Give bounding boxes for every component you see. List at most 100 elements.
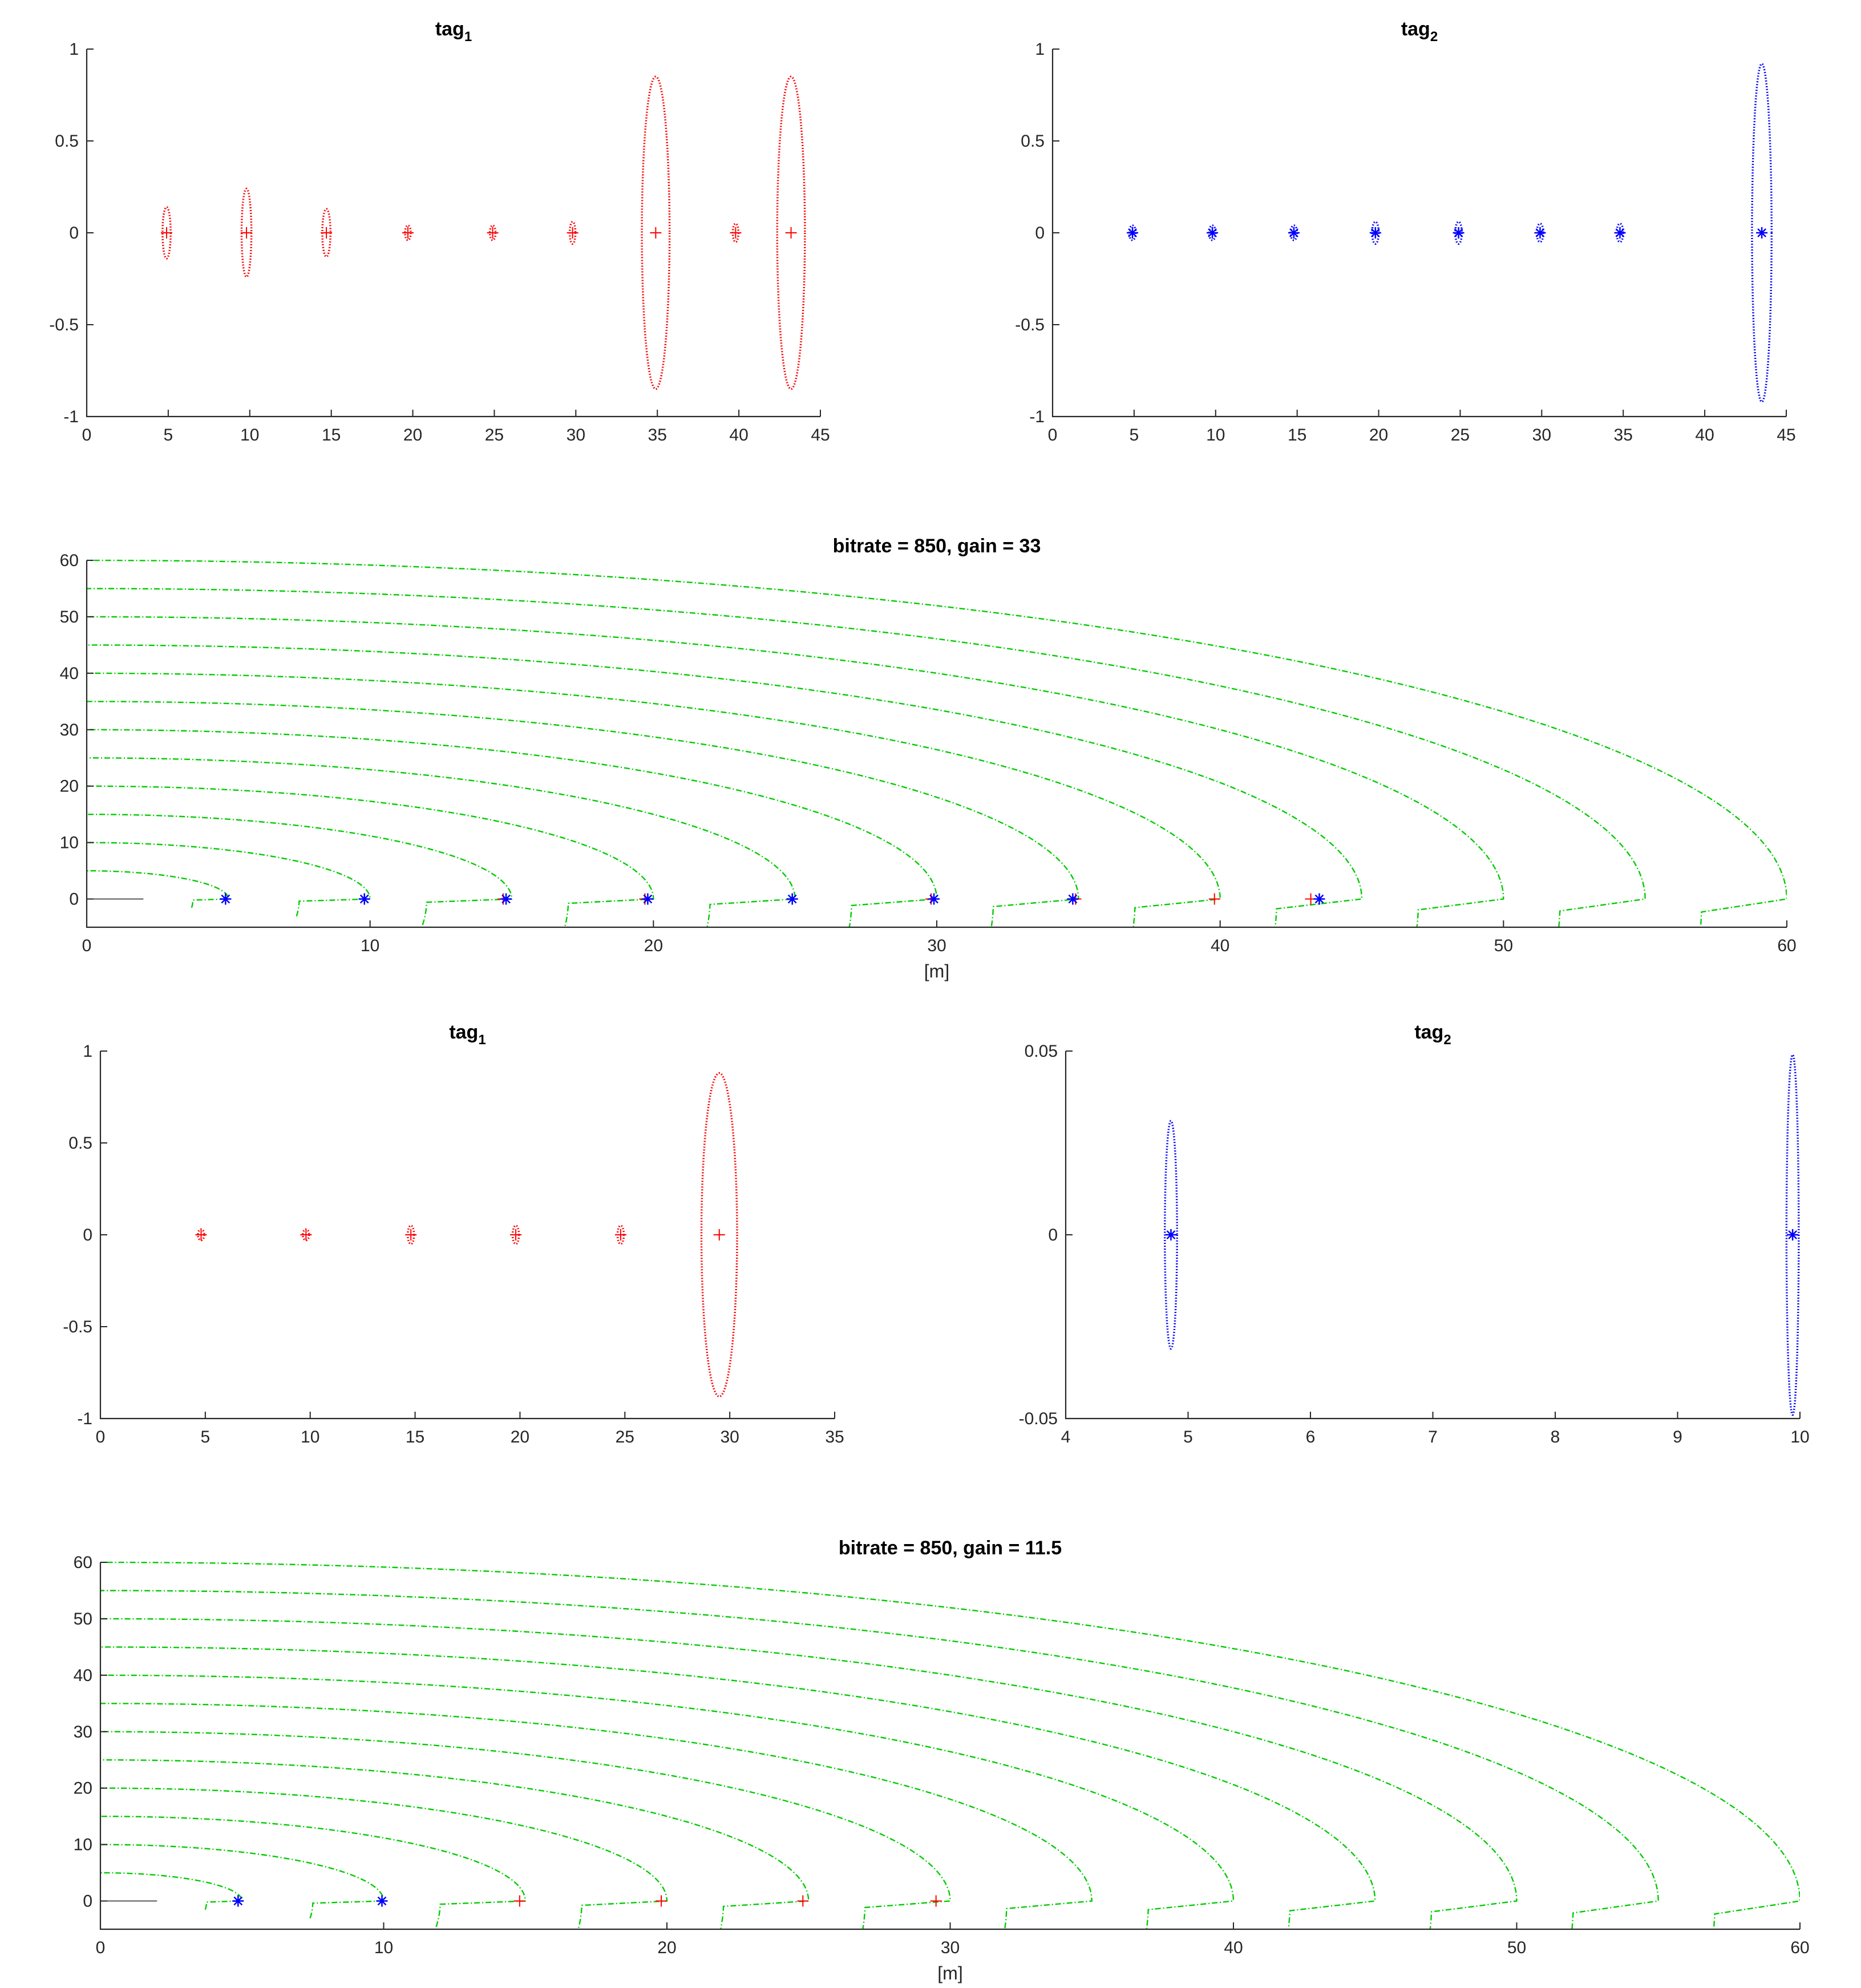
range-contour-5m	[100, 1872, 243, 1910]
y-tick-label: -0.05	[1019, 1409, 1058, 1428]
marker-star-7	[1614, 227, 1626, 239]
chart-title: bitrate = 850, gain = 33	[833, 535, 1041, 557]
y-tick-label: 60	[74, 1553, 92, 1572]
x-tick-label: 20	[403, 426, 422, 445]
x-tick-label: 60	[1790, 1938, 1809, 1957]
x-axis-label: [m]	[924, 961, 949, 981]
y-tick-label: -0.5	[63, 1318, 92, 1336]
chart-title-subscript: 2	[1443, 1032, 1451, 1048]
marker-star-7	[1067, 893, 1079, 905]
marker-star-5	[786, 893, 798, 905]
range-contour-10m	[87, 842, 371, 917]
y-tick-label: 50	[60, 608, 79, 627]
x-tick-label: 35	[648, 426, 667, 445]
marker-plus-3	[797, 1895, 809, 1907]
marker-plus-2	[241, 227, 253, 239]
x-tick-label: 40	[1224, 1938, 1243, 1957]
range-contour-15m	[87, 813, 513, 926]
x-tick-label: 15	[322, 426, 341, 445]
x-tick-label: 25	[616, 1428, 634, 1446]
x-tick-label: 15	[1288, 426, 1306, 445]
chart-title: tag1	[435, 18, 472, 45]
marker-star-4	[642, 893, 654, 905]
x-tick-label: 10	[361, 936, 379, 955]
chart-title-subscript: 1	[464, 29, 472, 45]
range-contour-35m	[87, 701, 1079, 927]
marker-star-2	[358, 893, 370, 905]
y-tick-label: 1	[1035, 40, 1045, 59]
y-tick-label: 0.5	[68, 1134, 92, 1153]
marker-plus-7	[650, 227, 662, 239]
marker-star-5	[1453, 227, 1464, 239]
y-tick-label: 0	[1035, 224, 1045, 243]
range-contour-55m	[87, 588, 1646, 927]
marker-plus-1	[161, 227, 173, 239]
range-contour-25m	[100, 1759, 810, 1929]
x-tick-label: 7	[1428, 1428, 1438, 1446]
x-tick-label: 0	[96, 1428, 106, 1446]
x-tick-label: 8	[1551, 1428, 1560, 1446]
x-tick-label: 10	[240, 426, 259, 445]
plot-area	[1127, 63, 1773, 403]
marker-plus-3	[321, 227, 333, 239]
marker-plus-6	[713, 1229, 725, 1241]
chart-title-text: tag	[435, 18, 464, 40]
x-tick-label: 5	[1130, 426, 1139, 445]
y-tick-label: -1	[77, 1409, 92, 1428]
chart-title-text: tag	[1401, 18, 1430, 40]
x-tick-label: 35	[1614, 426, 1633, 445]
marker-star-6	[928, 893, 940, 905]
range-contour-10m	[100, 1844, 385, 1919]
marker-star-1	[1127, 227, 1139, 239]
chart-title: tag2	[1401, 18, 1438, 45]
axes-frame	[86, 49, 820, 418]
marker-plus-8	[1208, 893, 1220, 905]
marker-plus-2	[656, 1895, 667, 1907]
x-tick-label: 20	[657, 1938, 676, 1957]
x-tick-label: 35	[825, 1428, 844, 1446]
x-tick-label: 5	[1183, 1428, 1193, 1446]
y-tick-label: -1	[1029, 407, 1045, 426]
x-tick-label: 25	[485, 426, 504, 445]
x-tick-label: 15	[406, 1428, 424, 1446]
range-contour-30m	[100, 1731, 951, 1929]
y-tick-label: 0	[83, 1226, 92, 1244]
y-tick-label: 0.05	[1025, 1042, 1058, 1061]
x-tick-label: 10	[374, 1938, 393, 1957]
marker-star-3	[500, 893, 512, 905]
chart-title: bitrate = 850, gain = 11.5	[839, 1537, 1062, 1559]
x-tick-label: 30	[1532, 426, 1551, 445]
marker-star-2	[376, 1895, 388, 1907]
panel-contours-gain-33: bitrate = 850, gain = 33 0 10 20 30 40 50 60 0 10…	[60, 535, 1797, 981]
axes-frame	[86, 560, 1787, 928]
chart-title: tag1	[449, 1021, 486, 1048]
y-tick-label: 0	[69, 224, 79, 243]
x-tick-label: 45	[1777, 426, 1795, 445]
y-tick-label: 1	[83, 1042, 92, 1061]
range-contour-20m	[87, 785, 654, 927]
y-tick-label: 0	[1048, 1226, 1058, 1244]
chart-title-text: tag	[1414, 1021, 1443, 1043]
range-contour-35m	[100, 1703, 1093, 1929]
y-tick-label: 30	[60, 721, 79, 740]
chart-title-subscript: 1	[478, 1032, 486, 1048]
chart-title-text: bitrate = 850, gain = 11.5	[839, 1537, 1062, 1559]
panel-tag2-bottom: tag2 4 5 6 7 8 9 10 -0.05 0 0.05	[1019, 1021, 1810, 1446]
marker-star-8	[1313, 893, 1325, 905]
y-tick-label: 20	[74, 1779, 92, 1798]
x-tick-label: 0	[82, 426, 92, 445]
marker-star-3	[1288, 227, 1300, 239]
x-tick-label: 50	[1494, 936, 1513, 955]
range-contour-50m	[100, 1618, 1518, 1929]
chart-title-text: bitrate = 850, gain = 33	[833, 535, 1041, 557]
y-tick-label: 60	[60, 551, 79, 570]
y-tick-label: -0.5	[49, 316, 79, 334]
x-tick-label: 30	[941, 1938, 960, 1957]
marker-plus-4	[402, 227, 414, 239]
y-tick-label: 0.5	[1021, 132, 1045, 151]
y-tick-label: -1	[63, 407, 79, 426]
